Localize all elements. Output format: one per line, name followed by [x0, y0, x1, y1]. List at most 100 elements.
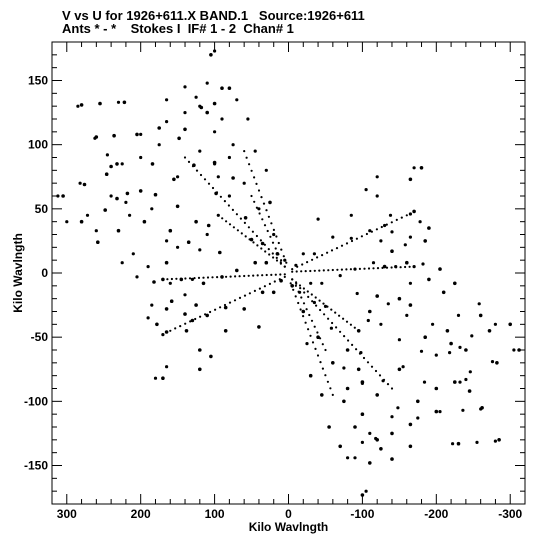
data-point — [366, 361, 370, 364]
data-point-conjugate — [131, 252, 135, 256]
y-tick-label: -100 — [24, 394, 48, 408]
data-point — [248, 292, 251, 295]
data-point-conjugate — [368, 229, 372, 233]
data-point — [315, 304, 318, 307]
data-point-conjugate — [448, 351, 452, 355]
data-point-conjugate — [183, 111, 187, 115]
data-point — [487, 329, 492, 333]
data-point — [223, 303, 227, 307]
data-point — [311, 341, 315, 344]
data-point-conjugate — [213, 162, 217, 166]
data-point — [355, 348, 358, 351]
data-point — [219, 195, 222, 198]
data-point-conjugate — [305, 342, 309, 346]
data-point — [307, 295, 310, 298]
data-point-conjugate — [242, 181, 246, 185]
data-point-conjugate — [419, 349, 424, 353]
data-point-conjugate — [124, 200, 128, 204]
x-tick-label: 200 — [131, 507, 151, 521]
data-point-conjugate — [468, 370, 472, 374]
data-point — [300, 270, 303, 273]
data-point — [370, 230, 373, 233]
data-point-conjugate — [349, 213, 353, 217]
data-point — [187, 160, 191, 163]
data-point — [188, 277, 192, 280]
data-point — [302, 315, 305, 318]
axis-ticks — [51, 41, 526, 505]
data-point — [381, 266, 384, 269]
data-point — [324, 348, 327, 352]
data-point — [299, 308, 302, 311]
data-point — [464, 348, 468, 352]
data-point-conjugate — [272, 232, 276, 237]
data-point — [327, 269, 330, 272]
data-point-conjugate — [475, 440, 479, 444]
data-point — [413, 265, 416, 268]
data-point — [263, 224, 267, 227]
data-point — [350, 239, 354, 243]
data-point-conjugate — [368, 431, 372, 435]
data-point — [351, 343, 354, 346]
data-point — [251, 230, 254, 233]
data-point — [261, 218, 264, 221]
data-point-conjugate — [479, 407, 483, 411]
data-point — [250, 194, 253, 198]
data-point — [82, 182, 87, 187]
data-point — [184, 329, 189, 333]
data-point — [376, 267, 380, 270]
data-point — [304, 270, 307, 273]
data-point-conjugate — [190, 277, 194, 281]
data-point — [214, 308, 217, 311]
data-point — [360, 493, 365, 497]
data-point — [205, 313, 209, 318]
data-point — [342, 317, 345, 320]
data-point — [184, 322, 187, 325]
data-point — [243, 216, 248, 220]
data-point — [249, 237, 254, 242]
data-point — [263, 243, 266, 246]
data-point — [232, 226, 235, 229]
data-point — [291, 270, 294, 273]
chart-subtitle: Ants * - * Stokes I IF# 1 - 2 Chan# 1 — [62, 21, 294, 36]
data-point — [299, 287, 302, 290]
data-point-conjugate — [349, 236, 353, 240]
data-point-conjugate — [438, 410, 442, 414]
data-point — [368, 309, 372, 314]
data-point — [242, 307, 246, 311]
data-point-conjugate — [165, 120, 169, 124]
data-point — [375, 393, 380, 397]
data-point — [291, 268, 294, 271]
data-point-conjugate — [374, 436, 378, 441]
data-point-conjugate — [120, 162, 124, 166]
data-point — [358, 352, 362, 355]
data-point — [365, 232, 368, 236]
y-tick-label: 100 — [28, 138, 48, 152]
x-tick-label: -100 — [350, 507, 374, 521]
data-point-conjugate — [227, 194, 231, 198]
data-point-conjugate — [458, 380, 462, 384]
data-point — [138, 189, 143, 193]
data-point-conjugate — [403, 243, 407, 247]
data-point — [497, 438, 501, 442]
data-point — [423, 335, 428, 340]
data-point-conjugate — [396, 406, 400, 410]
data-point — [184, 277, 187, 280]
data-point — [434, 409, 439, 414]
data-point — [231, 208, 234, 211]
data-point — [302, 302, 306, 305]
data-point — [390, 457, 394, 461]
data-point — [238, 296, 242, 299]
data-point — [301, 263, 304, 266]
x-axis-label: Kilo Wavlngth — [249, 520, 329, 534]
data-point — [201, 281, 206, 286]
data-point — [223, 200, 226, 203]
data-point — [183, 127, 187, 132]
data-point — [229, 275, 232, 278]
data-point — [370, 365, 374, 368]
data-point — [416, 399, 420, 404]
data-point — [334, 311, 337, 314]
data-point — [347, 339, 350, 342]
data-point-conjugate — [379, 322, 383, 326]
data-point — [190, 318, 195, 323]
data-point — [169, 329, 172, 332]
